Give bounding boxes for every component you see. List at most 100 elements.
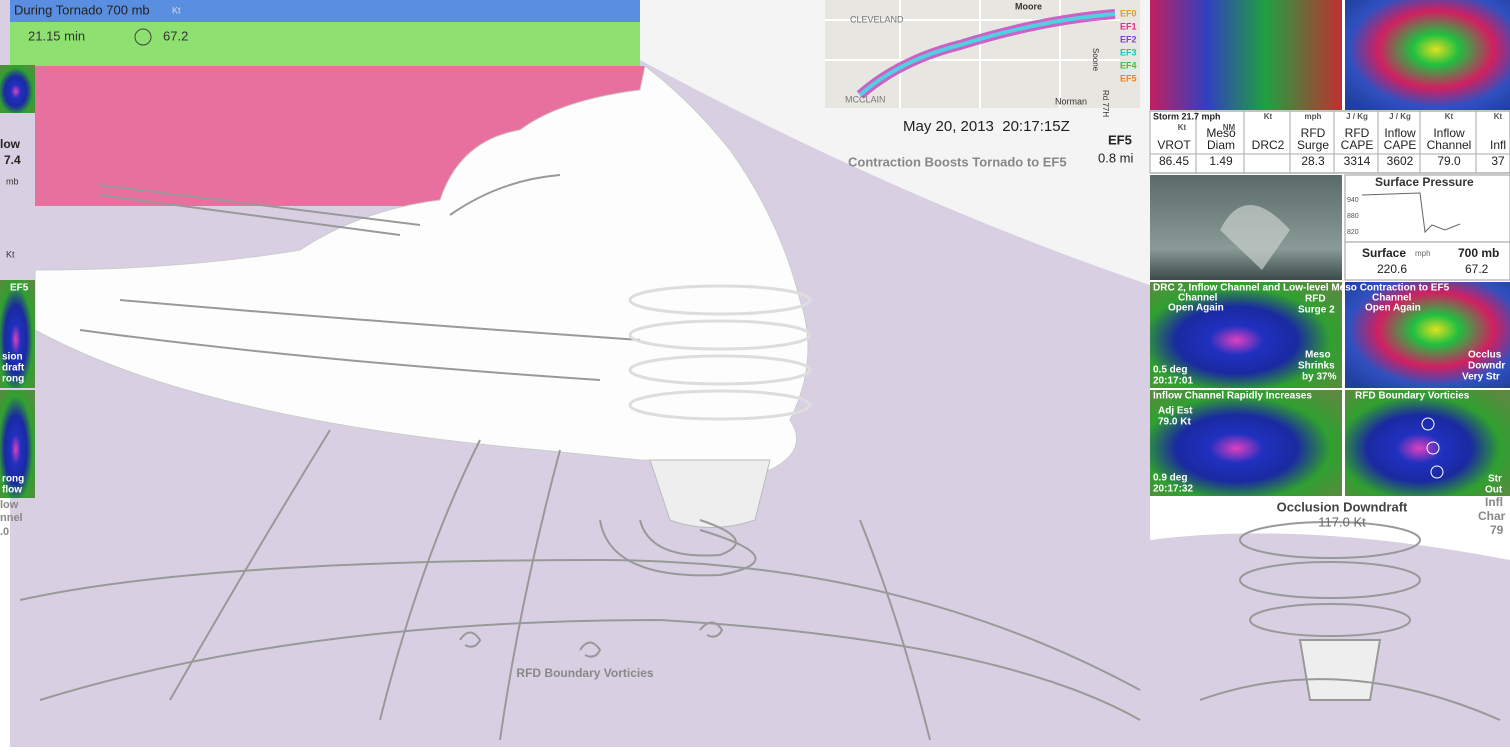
annotation: 20:17:01: [1153, 376, 1193, 387]
left-label: low: [0, 137, 21, 151]
unit: J / Kg: [1389, 112, 1411, 121]
width: 0.8 mi: [1098, 150, 1134, 165]
left-radar: [0, 65, 35, 113]
left-unit: Kt: [6, 249, 15, 259]
column-header: CAPE: [1384, 138, 1417, 152]
unit: NM: [1223, 123, 1236, 132]
left-edge: [0, 498, 10, 747]
header-title: During Tornado 700 mb: [14, 2, 150, 17]
annotation: Out: [1485, 485, 1503, 496]
inset-value: 117.0 Kt: [1318, 514, 1366, 529]
annotation: 0.9 deg: [1153, 473, 1187, 484]
left-value: 7.4: [4, 153, 21, 167]
damage-core: [858, 12, 1116, 97]
cell-value: 3314: [1344, 154, 1371, 168]
annotation: 20:17:32: [1153, 484, 1193, 495]
map-roads: [825, 0, 1120, 108]
annotation: Occlus: [1468, 350, 1502, 361]
radar-panel: [1150, 390, 1342, 496]
cell-value: 37: [1491, 154, 1505, 168]
metrics-table: KtVROT86.45NMMesoDiam1.49KtDRC2mphRFDSur…: [1149, 110, 1510, 174]
dial: [134, 28, 152, 46]
caption: Contraction Boosts Tornado to EF5: [848, 154, 1067, 169]
cell-value: 79.0: [1437, 154, 1461, 168]
scene-caption: RFD Boundary Vorticies: [516, 666, 653, 680]
rotation-rings: [628, 284, 812, 421]
column-header: DRC2: [1252, 138, 1285, 152]
map-label: Moore: [1015, 1, 1042, 11]
panel-title: Inflow Channel Rapidly Increases: [1153, 391, 1312, 402]
surface-value: 220.6: [1377, 262, 1407, 276]
header-value: 67.2: [163, 28, 188, 43]
annotation: 0.5 deg: [1153, 365, 1187, 376]
column-header: Inflow: [1433, 126, 1465, 140]
left-radar: [0, 390, 35, 498]
cell-value: 1.49: [1209, 154, 1233, 168]
inset-side: Char: [1478, 509, 1506, 523]
annotation: 79.0 Kt: [1158, 417, 1191, 428]
radar-panel: [1345, 390, 1510, 496]
legend-ef: EF1: [1120, 21, 1137, 31]
annotation: Channel: [1372, 293, 1412, 304]
annotation: Meso: [1305, 350, 1331, 361]
annotation: RFD: [1305, 294, 1326, 305]
left-annot: flow: [2, 485, 22, 496]
inset-side: 79: [1490, 523, 1504, 537]
column-header: Channel: [1427, 138, 1472, 152]
radar-panel: [1345, 282, 1510, 388]
map-label: MCCLAIN: [845, 94, 886, 104]
left-annot: rong: [2, 374, 24, 385]
rating: EF5: [1108, 132, 1132, 147]
inset-side: Infl: [1485, 495, 1503, 509]
table-bg: [1149, 110, 1510, 174]
legend-ef: EF2: [1120, 34, 1137, 44]
unit: Kt: [1264, 112, 1273, 121]
timestamp: May 20, 2013 20:17:15Z: [903, 118, 1070, 135]
pressure-panel: [1344, 174, 1510, 281]
column-header: Inflow: [1384, 126, 1416, 140]
unit: Kt: [1494, 112, 1503, 121]
annotation: Downdr: [1468, 361, 1505, 372]
annotation: Open Again: [1365, 303, 1421, 314]
panel-title: RFD Boundary Vorticies: [1355, 391, 1470, 402]
cell-value: 86.45: [1159, 154, 1189, 168]
header-bar: [10, 0, 640, 22]
elapsed: 21.15 min: [28, 28, 85, 43]
upper-label: 700 mb: [1458, 246, 1499, 260]
pressure-title: Surface Pressure: [1375, 175, 1474, 189]
annotation: Shrinks: [1298, 361, 1335, 372]
left-radar: [0, 280, 35, 388]
annotation: by 37%: [1302, 372, 1337, 383]
legend-ef: EF5: [1120, 73, 1137, 83]
storm-motion: Storm 21.7 mph: [1153, 111, 1221, 121]
left-annot: draft: [2, 363, 25, 374]
cloud-lines: [79, 174, 641, 381]
vortex-markers: [1421, 417, 1444, 479]
annotation: Open Again: [1168, 303, 1224, 314]
inflow-lines: [19, 429, 1141, 741]
annotation: Channel: [1178, 293, 1218, 304]
radar-banner: DRC 2, Inflow Channel and Low-level Meso…: [1153, 283, 1450, 294]
left-annot: .0: [0, 526, 9, 538]
column-header: RFD: [1345, 126, 1370, 140]
column-header: VROT: [1157, 138, 1191, 152]
header-unit: Kt: [172, 5, 181, 15]
annotation: Adj Est: [1158, 406, 1193, 417]
radar-top: [1345, 0, 1510, 110]
map-label: Soone: [1091, 48, 1100, 72]
map-label: Rd 77H: [1101, 90, 1110, 117]
annotation: Surge 2: [1298, 305, 1335, 316]
inset-label: Occlusion Downdraft: [1277, 499, 1408, 514]
column-header: RFD: [1301, 126, 1326, 140]
upper-value: 67.2: [1465, 262, 1489, 276]
unit: Kt: [1445, 112, 1454, 121]
left-annot: sion: [2, 352, 23, 363]
radar-panel: [1150, 282, 1342, 388]
column-header: Surge: [1297, 138, 1329, 152]
left-annot: low: [0, 499, 19, 511]
unit: mph: [1305, 112, 1322, 121]
left-unit: mb: [6, 176, 19, 186]
pressure-tick: 880: [1347, 213, 1359, 220]
column-header: Infl: [1490, 138, 1506, 152]
